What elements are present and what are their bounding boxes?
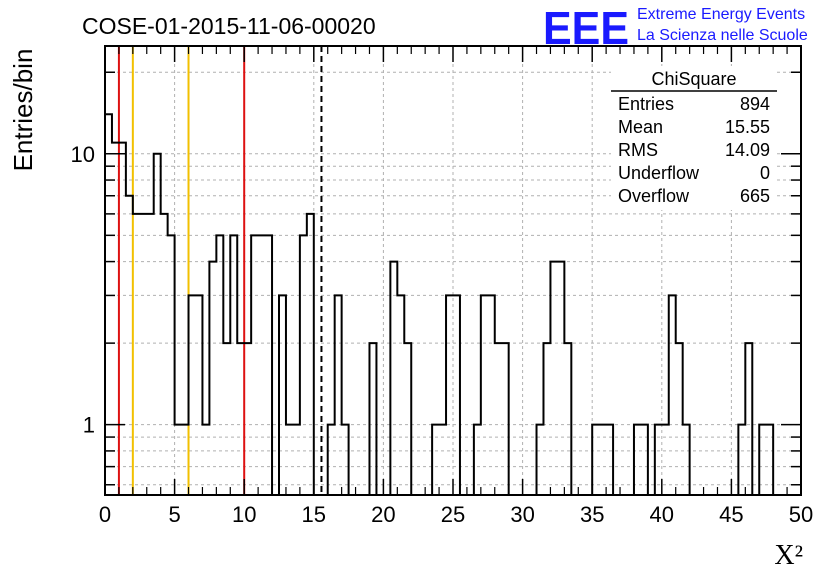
stats-row-label: RMS [618,140,658,160]
chart-title: COSE-01-2015-11-06-00020 [82,13,376,39]
stats-row-value: 665 [740,186,770,206]
reference-lines [117,46,323,495]
logo-line-2: La Scienza nelle Scuole [637,27,808,44]
stats-row-value: 894 [740,94,770,114]
histogram-series [105,113,801,496]
x-tick-label: 45 [719,502,743,527]
x-tick-label: 5 [168,502,180,527]
x-tick-label: 50 [789,502,813,527]
x-tick-label: 30 [510,502,534,527]
stats-row-value: 0 [760,163,770,183]
stats-row-label: Underflow [618,163,700,183]
x-tick-label: 40 [650,502,674,527]
x-tick-label: 0 [99,502,111,527]
x-axis-label: X² [774,540,803,571]
y-axis-label: Entries/bin [8,49,38,172]
stats-row-value: 14.09 [725,140,770,160]
stats-row-label: Mean [618,117,663,137]
stats-row-label: Overflow [618,186,690,206]
stats-box-title: ChiSquare [651,69,736,89]
x-tick-label: 10 [232,502,256,527]
axis-ticks: 0 5 10 15 20 25 30 35 40 45 50 1 10 [71,46,813,527]
x-tick-label: 35 [580,502,604,527]
x-tick-label: 15 [302,502,326,527]
eee-logo: EEE Extreme Energy Events La Scienza nel… [543,2,808,54]
y-tick-label: 1 [83,413,95,438]
x-tick-label: 25 [441,502,465,527]
stats-row-value: 15.55 [725,117,770,137]
eee-logo-mark: EEE [543,2,629,54]
y-tick-label: 10 [71,142,95,167]
stats-row-label: Entries [618,94,674,114]
stats-box-bg [611,66,777,210]
logo-line-1: Extreme Energy Events [637,6,805,23]
stats-box: ChiSquare Entries 894 Mean 15.55 RMS 14.09 Und… [611,66,777,210]
x-tick-label: 20 [371,502,395,527]
